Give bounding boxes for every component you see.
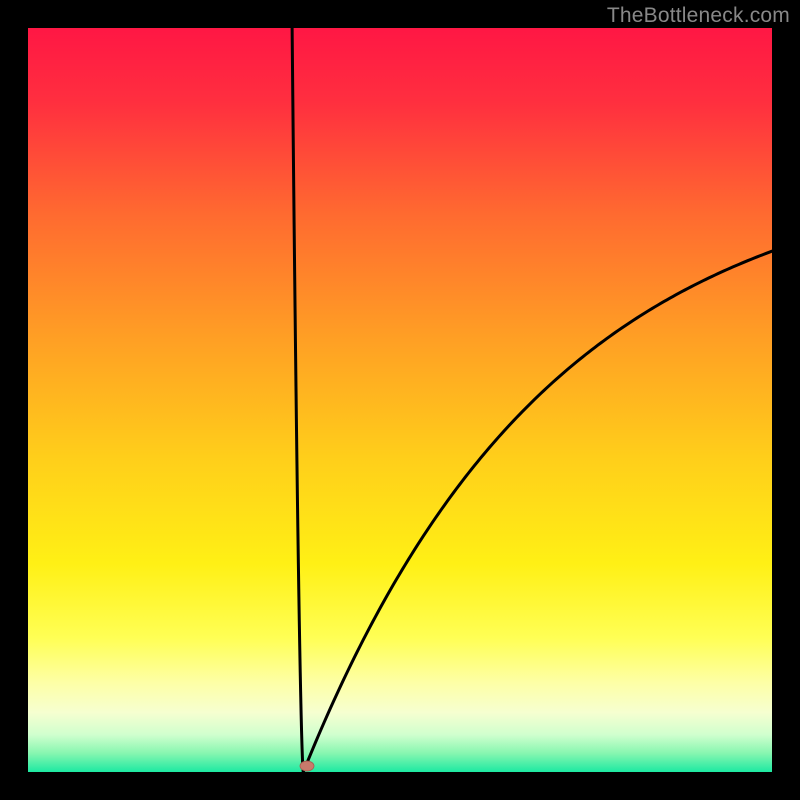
optimum-marker xyxy=(300,761,314,771)
watermark-text: TheBottleneck.com xyxy=(607,4,790,28)
chart-svg xyxy=(28,28,772,772)
gradient-background xyxy=(28,28,772,772)
chart-container: TheBottleneck.com xyxy=(0,0,800,800)
plot-area xyxy=(28,28,772,772)
